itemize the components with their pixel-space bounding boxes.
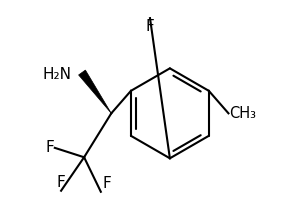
Text: CH₃: CH₃ <box>230 106 256 121</box>
Text: F: F <box>57 175 65 190</box>
Text: F: F <box>146 19 154 34</box>
Text: F: F <box>45 140 54 155</box>
Polygon shape <box>79 70 111 113</box>
Text: H₂N: H₂N <box>43 67 71 82</box>
Text: F: F <box>103 176 112 191</box>
